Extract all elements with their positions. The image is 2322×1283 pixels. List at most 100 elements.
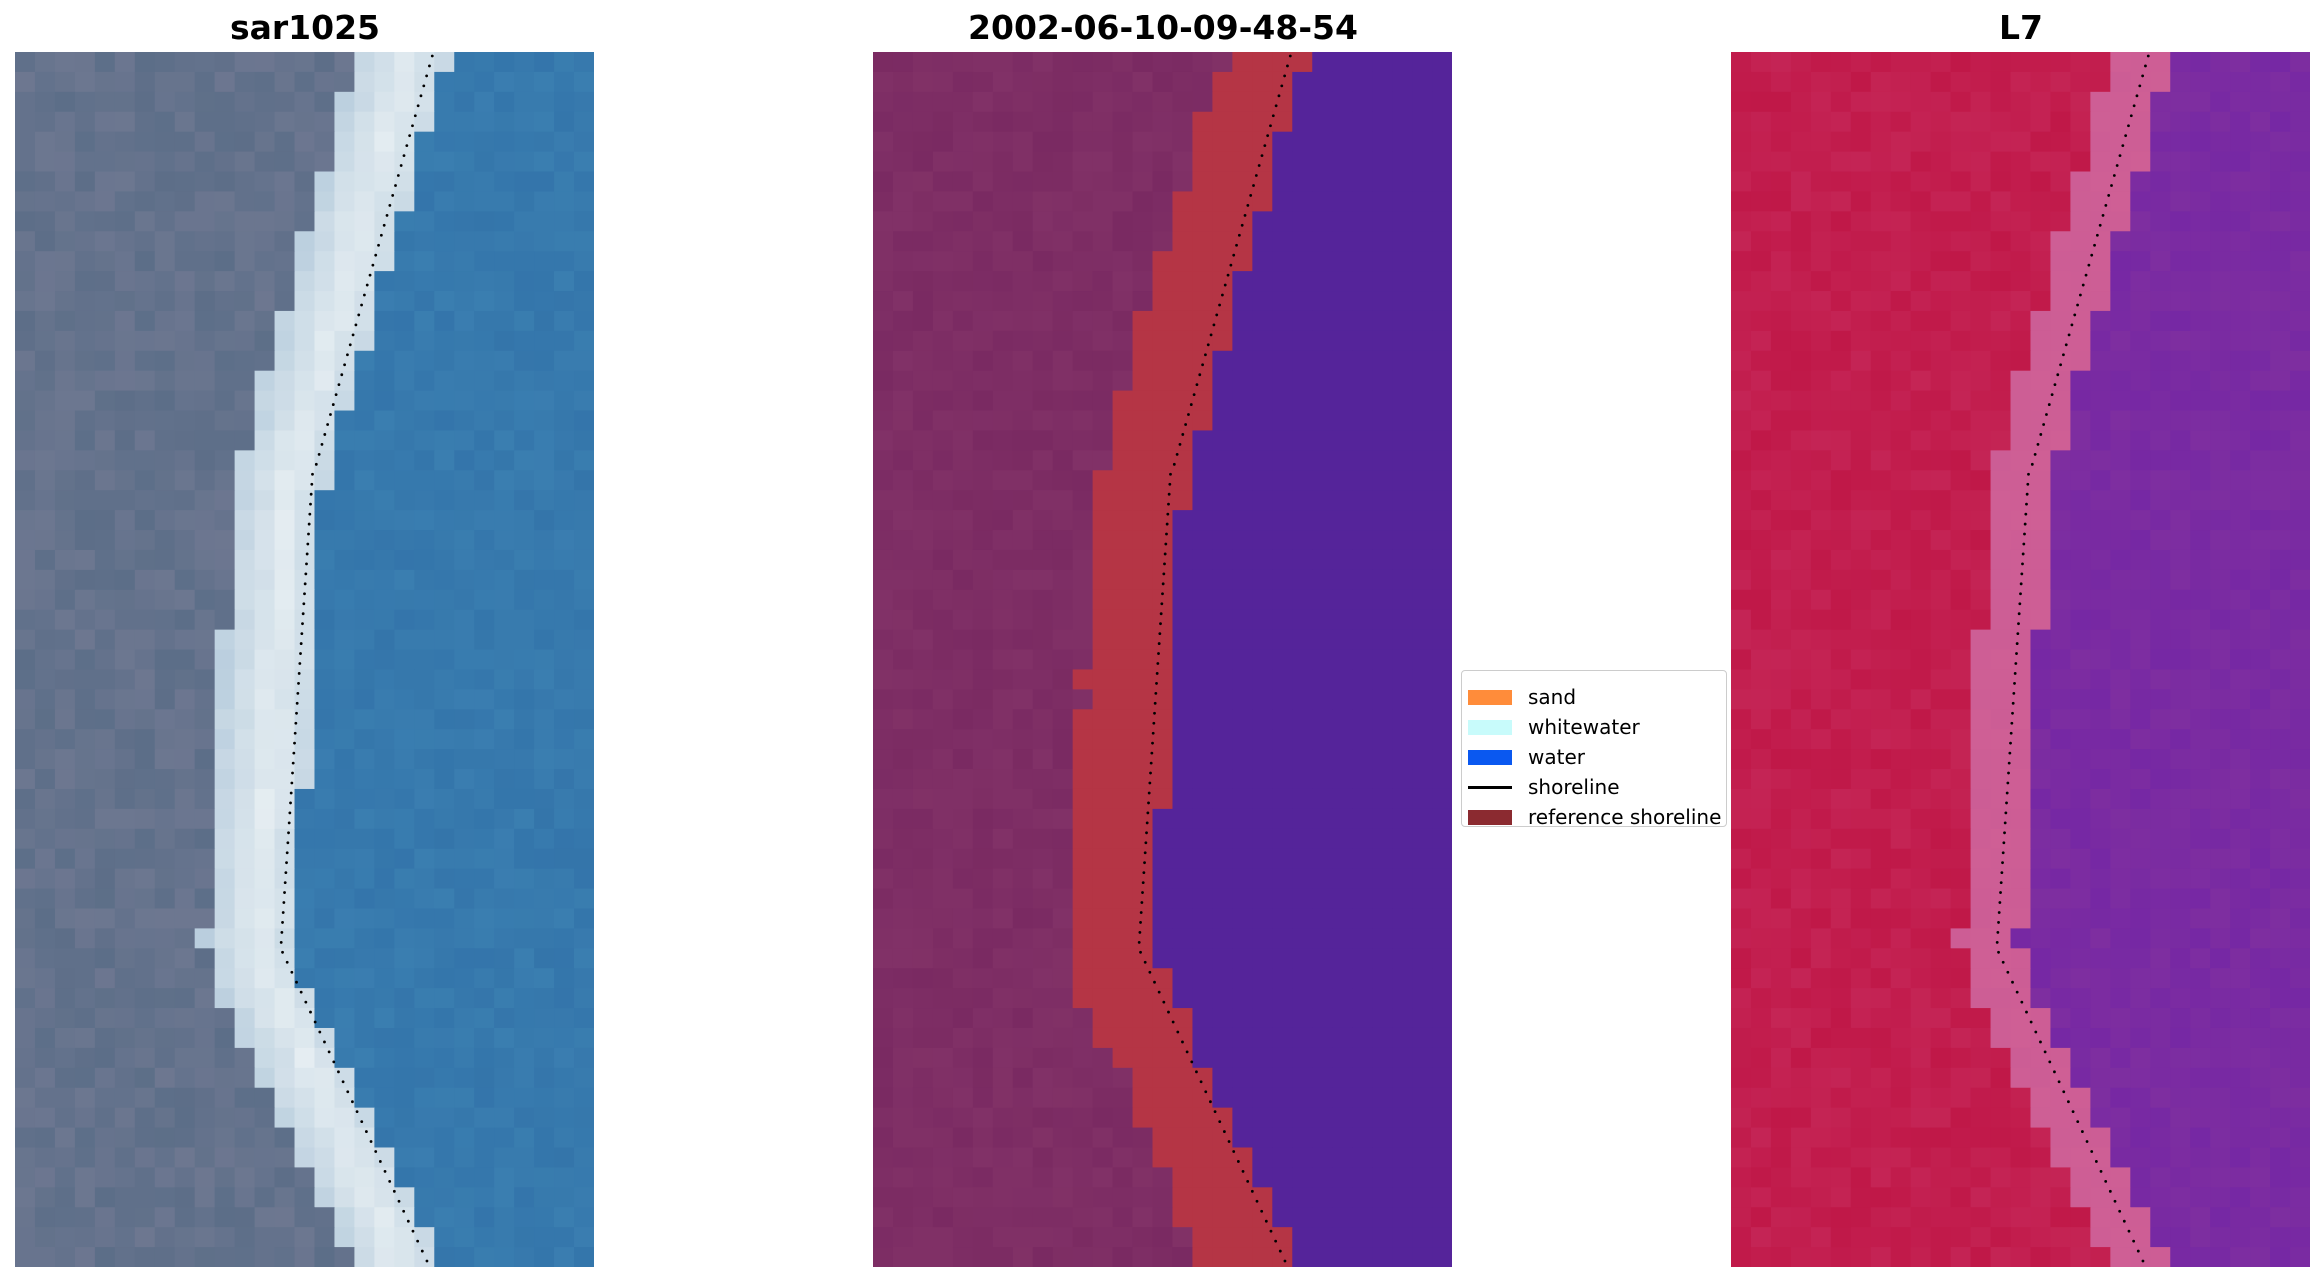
image-pixel <box>434 1187 455 1208</box>
image-pixel <box>1990 71 2012 93</box>
image-pixel <box>1372 729 1393 750</box>
image-pixel <box>1432 291 1452 312</box>
image-pixel <box>214 330 236 352</box>
image-pixel <box>274 1107 296 1129</box>
shoreline-point <box>1204 353 1207 357</box>
image-pixel <box>1272 1167 1293 1188</box>
image-pixel <box>1990 91 2012 113</box>
image-pixel <box>1012 330 1034 352</box>
image-pixel <box>932 569 954 591</box>
shoreline-point <box>290 781 294 785</box>
image-pixel <box>932 828 954 850</box>
shoreline-point <box>280 930 284 934</box>
image-pixel <box>54 430 76 451</box>
image-pixel <box>1172 430 1193 451</box>
image-pixel <box>1272 71 1293 93</box>
image-pixel <box>1990 769 2012 790</box>
image-pixel <box>1152 350 1173 372</box>
image-pixel <box>194 390 216 412</box>
image-pixel <box>873 291 894 312</box>
image-pixel <box>1990 171 2012 192</box>
image-pixel <box>1232 1027 1253 1049</box>
image-pixel <box>374 928 395 949</box>
image-pixel <box>1930 91 1952 113</box>
image-pixel <box>1810 788 1832 810</box>
image-pixel <box>1172 669 1193 690</box>
image-pixel <box>454 729 475 750</box>
image-pixel <box>2010 151 2031 173</box>
image-pixel <box>1072 1127 1094 1148</box>
image-pixel <box>1910 450 1932 471</box>
image-pixel <box>992 1087 1014 1109</box>
image-pixel <box>912 888 934 909</box>
image-pixel <box>992 848 1014 870</box>
image-pixel <box>54 71 76 93</box>
image-pixel <box>1910 629 1932 651</box>
image-pixel <box>194 848 216 870</box>
image-pixel <box>1830 749 1852 770</box>
image-pixel <box>1052 1127 1074 1148</box>
image-pixel <box>2030 430 2051 451</box>
image-pixel <box>174 609 196 631</box>
image-pixel <box>1052 808 1074 830</box>
image-pixel <box>374 968 395 989</box>
image-pixel <box>1132 52 1154 73</box>
image-pixel <box>2170 589 2191 611</box>
image-pixel <box>1052 410 1074 431</box>
image-pixel <box>34 629 56 651</box>
shoreline-point <box>371 263 375 267</box>
image-pixel <box>1850 271 1872 292</box>
shoreline-point <box>1151 741 1154 745</box>
image-pixel <box>1292 111 1313 133</box>
image-pixel <box>1810 808 1832 830</box>
image-pixel <box>2170 629 2191 651</box>
image-pixel <box>1092 709 1114 730</box>
image-pixel <box>234 390 256 412</box>
image-pixel <box>574 410 594 431</box>
image-pixel <box>873 1047 894 1069</box>
image-pixel <box>1232 1247 1253 1267</box>
image-pixel <box>214 291 236 312</box>
image-pixel <box>1312 928 1333 949</box>
image-pixel <box>214 1008 236 1029</box>
image-pixel <box>114 1227 136 1248</box>
image-pixel <box>454 1187 475 1208</box>
image-pixel <box>1731 450 1752 471</box>
image-pixel <box>1392 1027 1413 1049</box>
image-pixel <box>414 1027 435 1049</box>
image-pixel <box>1192 490 1213 511</box>
image-pixel <box>1750 251 1772 272</box>
image-pixel <box>2190 828 2211 850</box>
image-pixel <box>174 1227 196 1248</box>
image-pixel <box>94 589 116 611</box>
image-pixel <box>2090 569 2111 591</box>
image-pixel <box>1172 1227 1193 1248</box>
image-pixel <box>952 1247 974 1267</box>
image-pixel <box>2290 729 2310 750</box>
image-pixel <box>1292 569 1313 591</box>
image-pixel <box>1272 1008 1293 1029</box>
image-pixel <box>374 1147 395 1168</box>
image-pixel <box>34 888 56 909</box>
image-pixel <box>2170 291 2191 312</box>
image-pixel <box>912 609 934 631</box>
image-pixel <box>912 549 934 571</box>
image-pixel <box>1770 450 1792 471</box>
image-pixel <box>254 450 276 471</box>
image-pixel <box>2010 291 2031 312</box>
image-pixel <box>1790 271 1812 292</box>
image-pixel <box>54 91 76 113</box>
image-pixel <box>114 689 136 710</box>
image-pixel <box>1012 1247 1034 1267</box>
image-pixel <box>992 788 1014 810</box>
shoreline-point <box>1159 622 1162 626</box>
image-pixel <box>1890 410 1912 431</box>
shoreline-point <box>283 881 287 884</box>
image-pixel <box>1790 350 1812 372</box>
image-pixel <box>1870 390 1892 412</box>
image-pixel <box>2070 191 2091 212</box>
shoreline-point <box>416 104 420 108</box>
image-pixel <box>2030 729 2051 750</box>
image-pixel <box>574 1127 594 1148</box>
image-pixel <box>2070 131 2091 153</box>
